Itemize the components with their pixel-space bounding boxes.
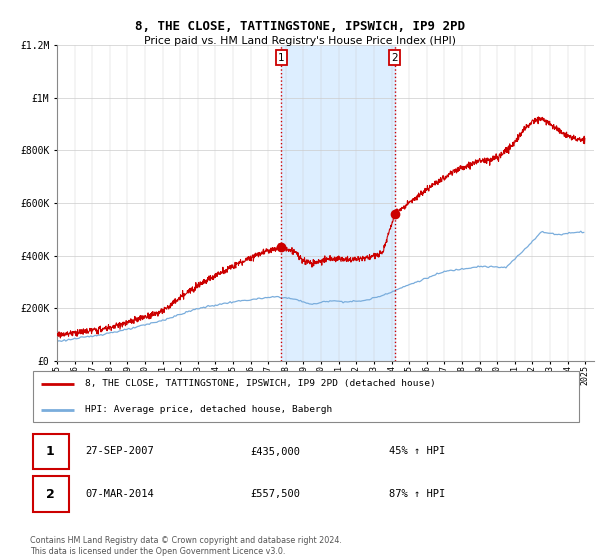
Text: 1: 1 <box>278 53 285 63</box>
Text: 07-MAR-2014: 07-MAR-2014 <box>85 489 154 499</box>
Text: 1: 1 <box>46 445 55 458</box>
Bar <box>281 45 395 361</box>
Text: 87% ↑ HPI: 87% ↑ HPI <box>389 489 445 499</box>
Text: 8, THE CLOSE, TATTINGSTONE, IPSWICH, IP9 2PD (detached house): 8, THE CLOSE, TATTINGSTONE, IPSWICH, IP9… <box>85 380 436 389</box>
Text: HPI: Average price, detached house, Babergh: HPI: Average price, detached house, Babe… <box>85 405 332 414</box>
Text: Price paid vs. HM Land Registry's House Price Index (HPI): Price paid vs. HM Land Registry's House … <box>144 36 456 46</box>
FancyBboxPatch shape <box>33 477 68 512</box>
Text: 2: 2 <box>46 488 55 501</box>
FancyBboxPatch shape <box>33 434 68 469</box>
Text: £435,000: £435,000 <box>251 446 301 456</box>
Text: 45% ↑ HPI: 45% ↑ HPI <box>389 446 445 456</box>
Text: Contains HM Land Registry data © Crown copyright and database right 2024.
This d: Contains HM Land Registry data © Crown c… <box>30 536 342 556</box>
Text: 27-SEP-2007: 27-SEP-2007 <box>85 446 154 456</box>
Text: £557,500: £557,500 <box>251 489 301 499</box>
Text: 2: 2 <box>391 53 398 63</box>
Text: 8, THE CLOSE, TATTINGSTONE, IPSWICH, IP9 2PD: 8, THE CLOSE, TATTINGSTONE, IPSWICH, IP9… <box>135 20 465 32</box>
FancyBboxPatch shape <box>33 371 579 422</box>
